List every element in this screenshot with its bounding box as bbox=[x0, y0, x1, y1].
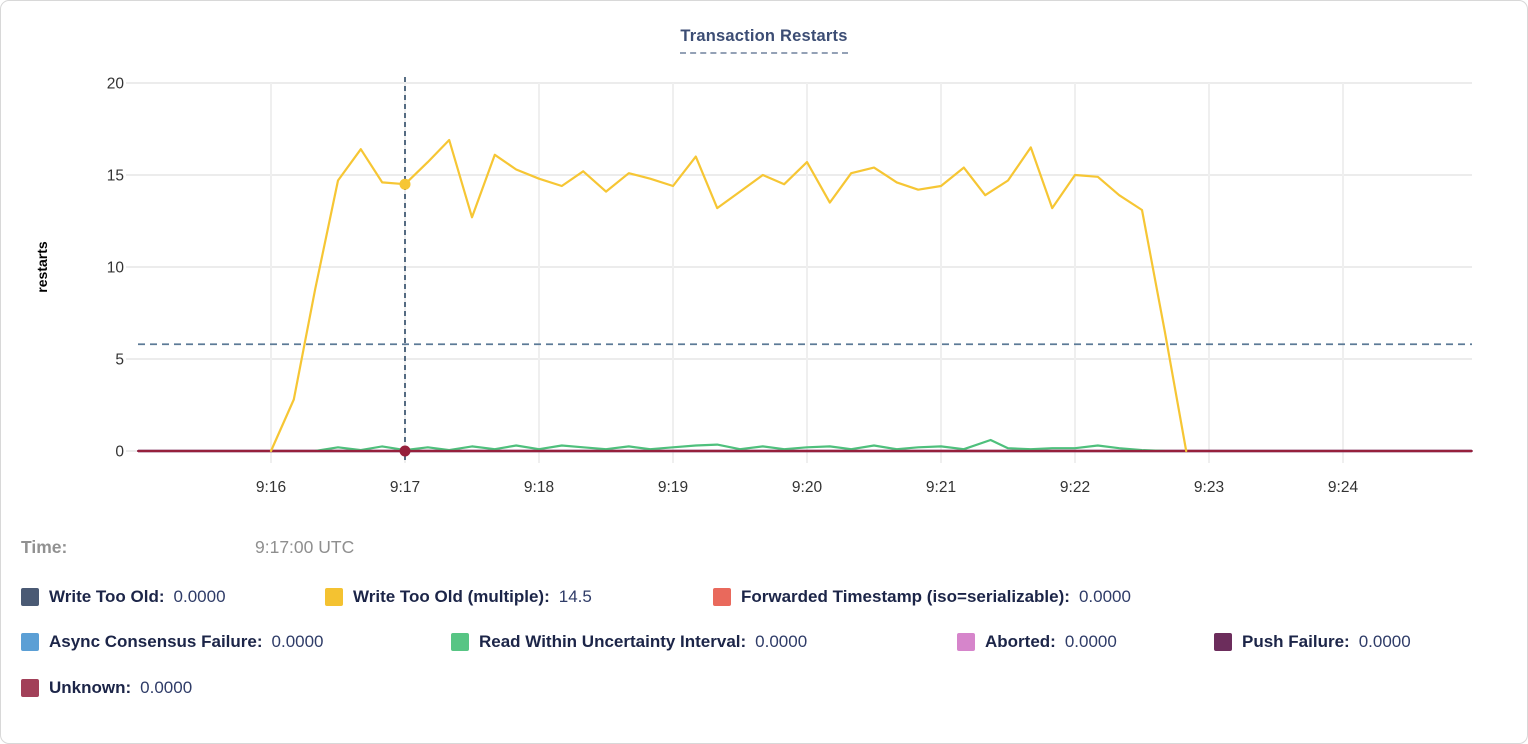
legend-label: Read Within Uncertainty Interval: bbox=[479, 632, 747, 651]
hover-tooltip-row: Time: 9:17:00 UTC bbox=[1, 537, 1527, 563]
legend-swatch bbox=[1214, 633, 1232, 651]
hover-dot-unknown bbox=[399, 445, 411, 457]
legend-value: 0.0000 bbox=[1078, 587, 1131, 606]
legend-item-write-too-old[interactable]: Write Too Old: 0.0000 bbox=[21, 587, 226, 607]
series-line-write-too-old-multiple- bbox=[269, 138, 1188, 453]
legend-label: Forwarded Timestamp (iso=serializable): bbox=[741, 587, 1070, 606]
chart-header: Transaction Restarts bbox=[1, 27, 1527, 54]
legend-item-read-within-uncertainty-interval[interactable]: Read Within Uncertainty Interval: 0.0000 bbox=[451, 632, 807, 652]
legend-value: 0.0000 bbox=[173, 587, 226, 606]
series-line-read-within-uncertainty-interval bbox=[314, 438, 1166, 453]
x-tick-label: 9:22 bbox=[1060, 479, 1090, 496]
legend-item-unknown[interactable]: Unknown: 0.0000 bbox=[21, 678, 192, 698]
legend-item-forwarded-timestamp-iso-serializable[interactable]: Forwarded Timestamp (iso=serializable): 0… bbox=[713, 587, 1131, 607]
legend-swatch bbox=[713, 588, 731, 606]
legend-swatch bbox=[325, 588, 343, 606]
tooltip-time-label: Time: bbox=[21, 537, 68, 557]
legend-row-1: Write Too Old: 0.0000 Write Too Old (multi… bbox=[1, 587, 1527, 611]
x-tick-label: 9:17 bbox=[390, 479, 420, 496]
legend-swatch bbox=[21, 588, 39, 606]
chart-title[interactable]: Transaction Restarts bbox=[680, 27, 848, 54]
legend-swatch bbox=[21, 679, 39, 697]
legend-label: Push Failure: bbox=[1242, 632, 1350, 651]
legend-swatch bbox=[451, 633, 469, 651]
legend-item-async-consensus-failure[interactable]: Async Consensus Failure: 0.0000 bbox=[21, 632, 324, 652]
y-tick-label: 0 bbox=[115, 444, 124, 461]
hover-dot-write-too-old-multiple- bbox=[399, 178, 411, 190]
x-tick-label: 9:20 bbox=[792, 479, 823, 496]
legend-item-write-too-old-multiple[interactable]: Write Too Old (multiple): 14.5 bbox=[325, 587, 592, 607]
chart-canvas[interactable]: 0 5 10 15 20 9:16 9:17 9:18 9:19 9:20 9:21 9:22 9:23… bbox=[1, 1, 1528, 513]
legend-item-aborted[interactable]: Aborted: 0.0000 bbox=[957, 632, 1117, 652]
legend-value: 0.0000 bbox=[140, 678, 193, 697]
y-tick-label: 5 bbox=[115, 352, 124, 369]
x-tick-label: 9:19 bbox=[658, 479, 688, 496]
x-tick-label: 9:24 bbox=[1328, 479, 1359, 496]
y-tick-label: 15 bbox=[107, 168, 124, 185]
legend-value: 0.0000 bbox=[1358, 632, 1411, 651]
legend-value: 0.0000 bbox=[1064, 632, 1117, 651]
legend-label: Write Too Old: bbox=[49, 587, 165, 606]
legend-label: Async Consensus Failure: bbox=[49, 632, 263, 651]
legend-item-push-failure[interactable]: Push Failure: 0.0000 bbox=[1214, 632, 1411, 652]
legend-row-3: Unknown: 0.0000 bbox=[1, 678, 1527, 702]
legend-value: 0.0000 bbox=[271, 632, 324, 651]
x-tick-label: 9:21 bbox=[926, 479, 956, 496]
x-tick-label: 9:23 bbox=[1194, 479, 1224, 496]
y-axis-label: restarts bbox=[34, 241, 50, 293]
legend-swatch bbox=[21, 633, 39, 651]
legend-label: Unknown: bbox=[49, 678, 132, 697]
y-tick-label: 10 bbox=[107, 260, 125, 277]
legend-label: Aborted: bbox=[985, 632, 1056, 651]
legend-value: 0.0000 bbox=[755, 632, 808, 651]
legend-swatch bbox=[957, 633, 975, 651]
x-tick-label: 9:18 bbox=[524, 479, 554, 496]
legend-label: Write Too Old (multiple): bbox=[353, 587, 550, 606]
legend-row-2: Async Consensus Failure: 0.0000 Read Withi… bbox=[1, 632, 1527, 656]
legend-value: 14.5 bbox=[558, 587, 592, 606]
y-tick-label: 20 bbox=[107, 76, 125, 93]
x-tick-label: 9:16 bbox=[256, 479, 286, 496]
tooltip-time-value: 9:17:00 UTC bbox=[255, 537, 355, 557]
